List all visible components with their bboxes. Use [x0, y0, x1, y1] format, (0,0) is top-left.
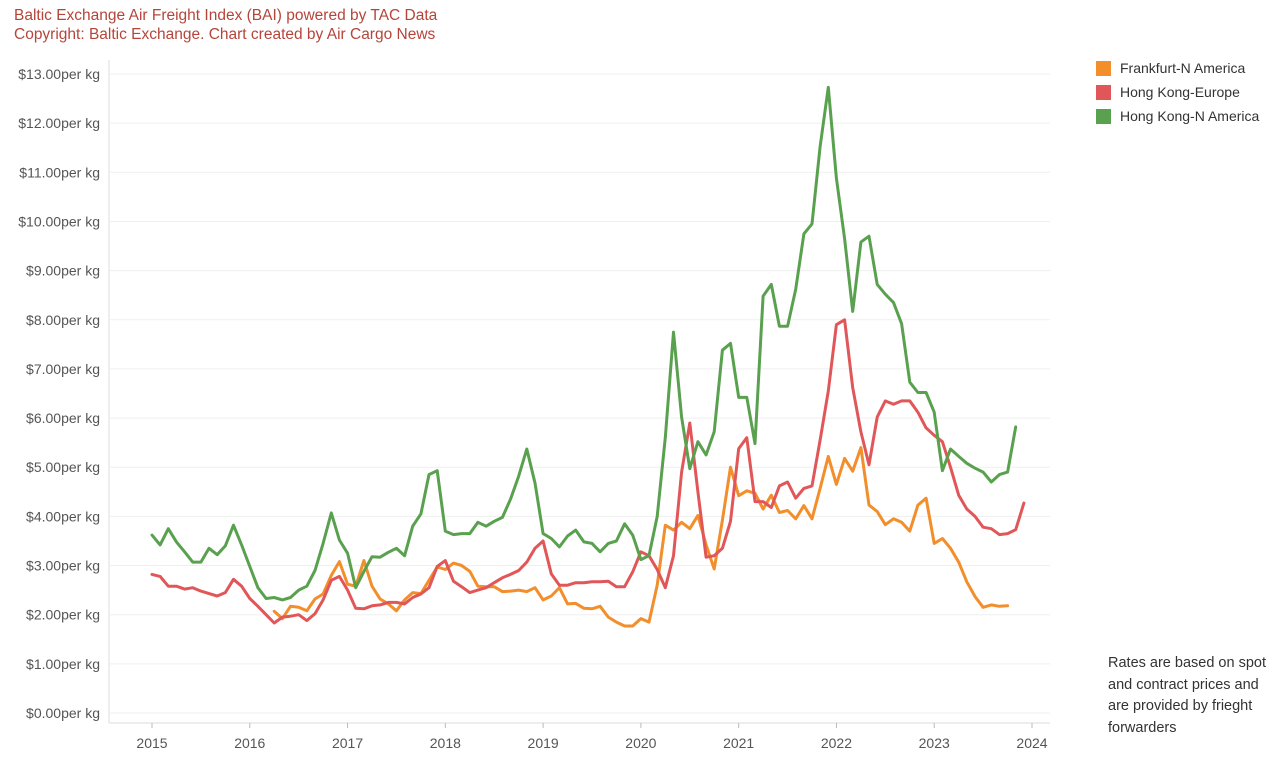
chart-title: Baltic Exchange Air Freight Index (BAI) … [14, 7, 438, 24]
chart-title-block: Baltic Exchange Air Freight Index (BAI) … [14, 6, 437, 44]
y-tick-label: $6.00per kg [26, 410, 100, 426]
x-tick-label: 2022 [821, 735, 852, 751]
legend-item-frankfurt-n-america[interactable]: Frankfurt-N America [1096, 56, 1259, 80]
y-tick-label: $3.00per kg [26, 558, 100, 574]
legend-item-hong-kong-n-america[interactable]: Hong Kong-N America [1096, 104, 1259, 128]
y-tick-label: $1.00per kg [26, 656, 100, 672]
gridlines [108, 60, 1050, 724]
x-tick-label: 2017 [332, 735, 363, 751]
x-tick-label: 2015 [136, 735, 167, 751]
x-axis: 2015 2016 2017 2018 2019 2020 2021 2022 2023 2024 [136, 723, 1048, 751]
x-tick-label: 2019 [528, 735, 559, 751]
y-tick-label: $13.00per kg [18, 66, 100, 82]
legend-label: Hong Kong-N America [1120, 108, 1260, 124]
y-tick-label: $2.00per kg [26, 607, 100, 623]
x-tick-label: 2023 [919, 735, 950, 751]
x-tick-label: 2018 [430, 735, 461, 751]
legend-swatch-icon [1096, 60, 1111, 76]
legend-item-hong-kong-europe[interactable]: Hong Kong-Europe [1096, 80, 1259, 104]
y-tick-label: $12.00per kg [18, 115, 100, 131]
x-tick-label: 2024 [1016, 735, 1047, 751]
x-tick-label: 2020 [625, 735, 656, 751]
y-tick-label: $7.00per kg [26, 361, 100, 377]
y-axis: $0.00per kg $1.00per kg $2.00per kg $3.00pe… [18, 66, 100, 721]
x-tick-label: 2021 [723, 735, 754, 751]
y-tick-label: $8.00per kg [26, 312, 100, 328]
chart-subtitle: Copyright: Baltic Exchange. Chart create… [14, 26, 436, 43]
y-tick-label: $4.00per kg [26, 508, 100, 524]
y-tick-label: $5.00per kg [26, 459, 100, 475]
y-tick-label: $0.00per kg [26, 705, 100, 721]
legend-label: Hong Kong-Europe [1120, 84, 1240, 100]
x-tick-label: 2016 [234, 735, 265, 751]
series-lines [150, 85, 1026, 628]
legend: Frankfurt-N America Hong Kong-Europe Hon… [1096, 56, 1259, 128]
series-line-hong-kong-n-america [150, 85, 1018, 602]
y-tick-label: $11.00per kg [19, 164, 100, 180]
legend-label: Frankfurt-N America [1120, 60, 1246, 76]
y-tick-label: $9.00per kg [26, 263, 100, 279]
y-tick-label: $10.00per kg [18, 213, 100, 229]
footnote: Rates are based on spot and contract pri… [1108, 655, 1266, 736]
series-line-frankfurt-n-america [272, 446, 1010, 628]
series-line-hong-kong-europe [150, 318, 1026, 625]
legend-swatch-icon [1096, 108, 1111, 124]
legend-swatch-icon [1096, 84, 1111, 100]
